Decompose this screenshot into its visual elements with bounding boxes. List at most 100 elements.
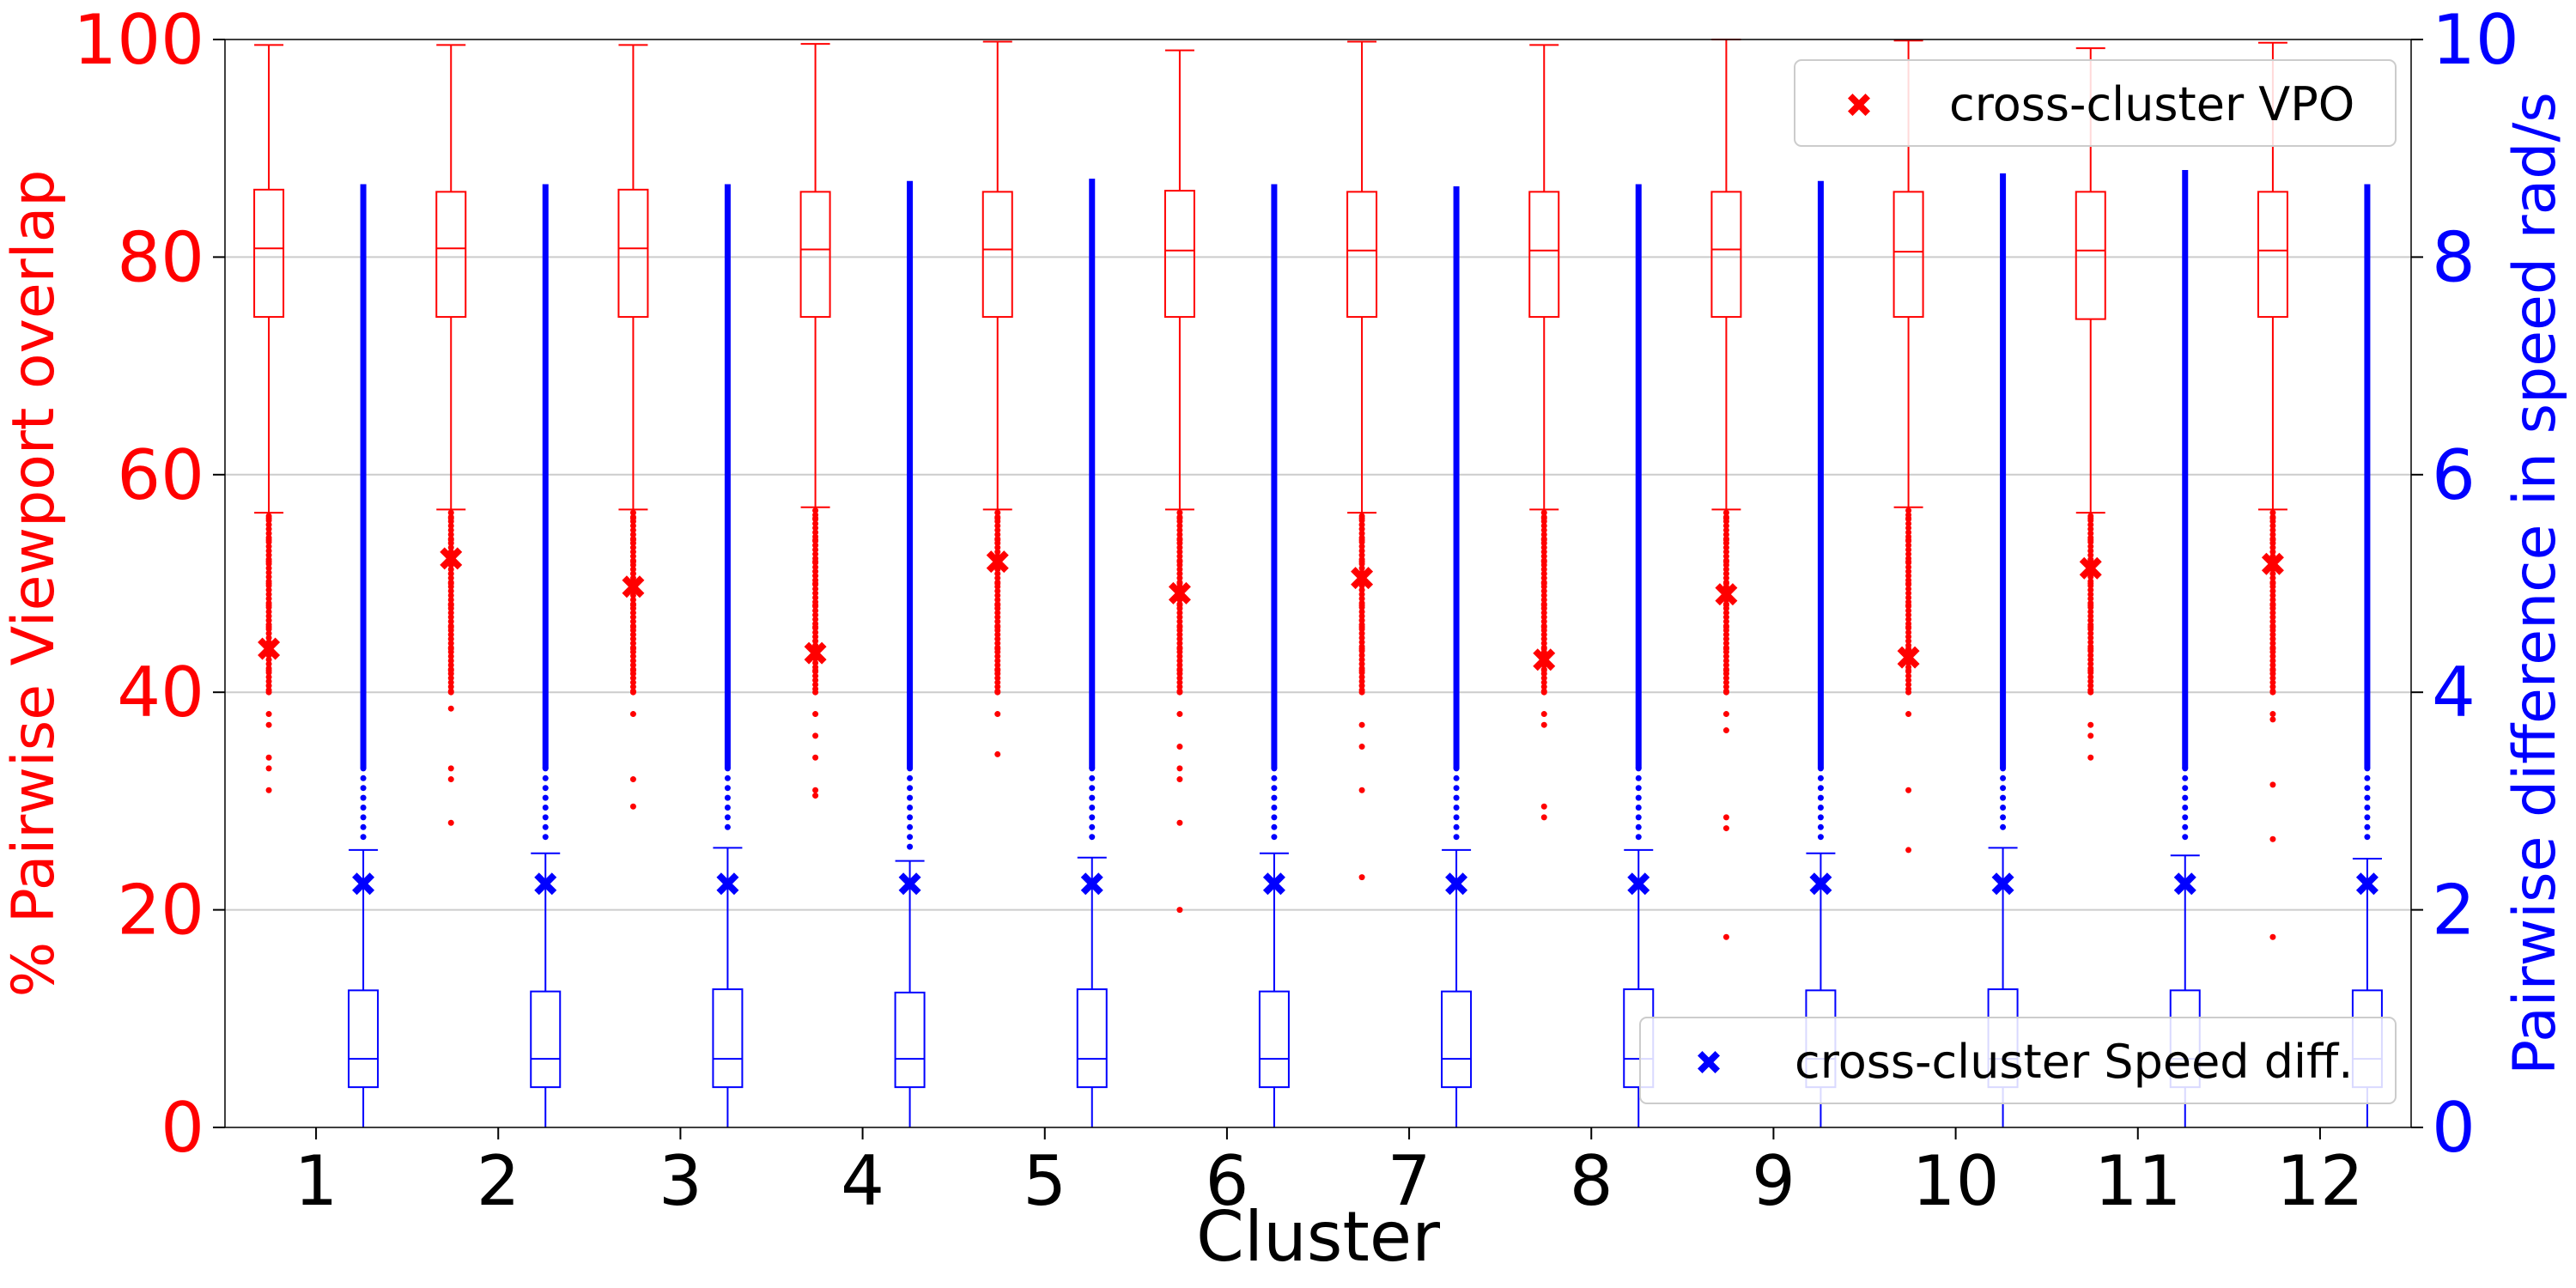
vpo-outlier	[2269, 592, 2276, 598]
vpo-outlier	[994, 570, 1001, 577]
vpo-outlier	[1176, 614, 1183, 621]
vpo-outlier	[994, 592, 1001, 598]
vpo-outlier	[1176, 819, 1183, 826]
vpo-outlier	[1358, 613, 1365, 620]
vpo-outlier	[629, 640, 636, 647]
vpo-outlier	[1540, 614, 1547, 621]
vpo-outlier	[994, 623, 1001, 630]
vpo-outlier	[812, 634, 819, 641]
vpo-outlier	[994, 597, 1001, 604]
vpo-outlier	[1722, 640, 1729, 647]
vpo-outlier	[1540, 597, 1547, 604]
speed-outlier	[1271, 823, 1278, 830]
vpo-outlier	[1905, 623, 1912, 630]
speed-outlier	[360, 834, 367, 841]
vpo-outlier	[1358, 639, 1365, 646]
vpo-outlier	[2269, 544, 2276, 551]
vpo-outlier	[994, 711, 1001, 718]
vpo-outlier	[2087, 591, 2094, 598]
vpo-outlier	[629, 683, 636, 690]
vpo-outlier	[2087, 602, 2094, 609]
vpo-outlier	[812, 672, 819, 679]
speed-outlier	[2364, 823, 2371, 830]
vpo-outlier	[994, 689, 1001, 696]
vpo-outlier	[1358, 787, 1365, 793]
vpo-outlier	[1540, 592, 1547, 598]
vpo-outlier	[1905, 514, 1912, 521]
speed-cross-cluster-marker	[2355, 872, 2379, 896]
vpo-outlier	[2269, 679, 2276, 686]
vpo-outlier	[1905, 542, 1912, 549]
vpo-box-12	[2257, 41, 2288, 940]
speed-outlier	[1635, 794, 1642, 801]
vpo-outlier	[447, 522, 454, 529]
vpo-outlier	[447, 570, 454, 577]
vpo-outlier	[1540, 640, 1547, 647]
vpo-outlier	[1722, 614, 1729, 621]
vpo-outlier	[1358, 565, 1365, 572]
vpo-outlier	[1905, 667, 1912, 674]
speed-outlier	[542, 814, 549, 821]
vpo-outlier	[1540, 803, 1547, 810]
vpo-outlier	[2269, 662, 2276, 669]
vpo-outlier	[2269, 522, 2276, 529]
vpo-outlier	[1540, 635, 1547, 642]
speed-outlier	[1453, 834, 1460, 841]
speed-outlier	[1635, 823, 1642, 830]
vpo-outlier	[1722, 553, 1729, 560]
speed-outlier	[1635, 814, 1642, 821]
x-tick-label: 10	[1912, 1141, 2000, 1221]
vpo-outlier	[2087, 683, 2094, 690]
vpo-box	[2257, 191, 2288, 319]
speed-outlier	[360, 775, 367, 781]
vpo-outlier	[812, 638, 819, 645]
vpo-outlier	[1176, 537, 1183, 544]
speed-box-7	[1441, 186, 1473, 1127]
vpo-outlier	[994, 646, 1001, 653]
vpo-outlier	[812, 607, 819, 614]
vpo-outlier	[447, 509, 454, 516]
speed-cross-cluster-marker	[1262, 872, 1285, 896]
vpo-outlier	[994, 640, 1001, 647]
speed-cross-cluster-marker	[1809, 872, 1832, 896]
vpo-outlier	[1905, 586, 1912, 592]
vpo-outlier	[629, 623, 636, 630]
vpo-outlier	[629, 570, 636, 577]
legend-speed-marker	[1698, 1051, 1720, 1073]
vpo-outlier	[812, 514, 819, 521]
vpo-outlier	[812, 793, 819, 799]
vpo-outlier	[1176, 574, 1183, 581]
vpo-outlier	[2269, 646, 2276, 653]
vpo-outlier	[1905, 611, 1912, 618]
speed-outlier	[724, 805, 731, 811]
legend-vpo-frame	[1794, 59, 2397, 147]
speed-outlier	[1817, 794, 1824, 801]
vpo-outlier	[2269, 781, 2276, 788]
speed-outlier	[542, 775, 549, 781]
vpo-outlier	[447, 618, 454, 625]
vpo-outlier	[994, 544, 1001, 551]
vpo-outlier	[1176, 640, 1183, 647]
vpo-outlier	[265, 543, 272, 550]
vpo-outlier	[1540, 711, 1547, 718]
vpo-outlier	[629, 662, 636, 669]
vpo-outlier	[2087, 732, 2094, 739]
vpo-outlier	[994, 514, 1001, 521]
vpo-outlier	[1176, 526, 1183, 533]
vpo-outlier	[1722, 602, 1729, 609]
speed-outlier	[1635, 765, 1642, 772]
vpo-outlier	[265, 521, 272, 528]
speed-outlier	[2364, 775, 2371, 781]
vpo-outlier	[2269, 711, 2276, 718]
vpo-outlier	[1176, 631, 1183, 638]
vpo-outlier	[1540, 570, 1547, 577]
vpo-outlier	[1905, 711, 1912, 718]
vpo-outlier	[1722, 727, 1729, 734]
vpo-outlier	[1176, 683, 1183, 690]
vpo-box	[617, 188, 649, 319]
vpo-outlier	[1540, 610, 1547, 617]
speed-box-1	[348, 184, 380, 1127]
vpo-outlier	[1905, 520, 1912, 527]
vpo-outlier	[1358, 874, 1365, 881]
vpo-outlier	[1905, 550, 1912, 557]
